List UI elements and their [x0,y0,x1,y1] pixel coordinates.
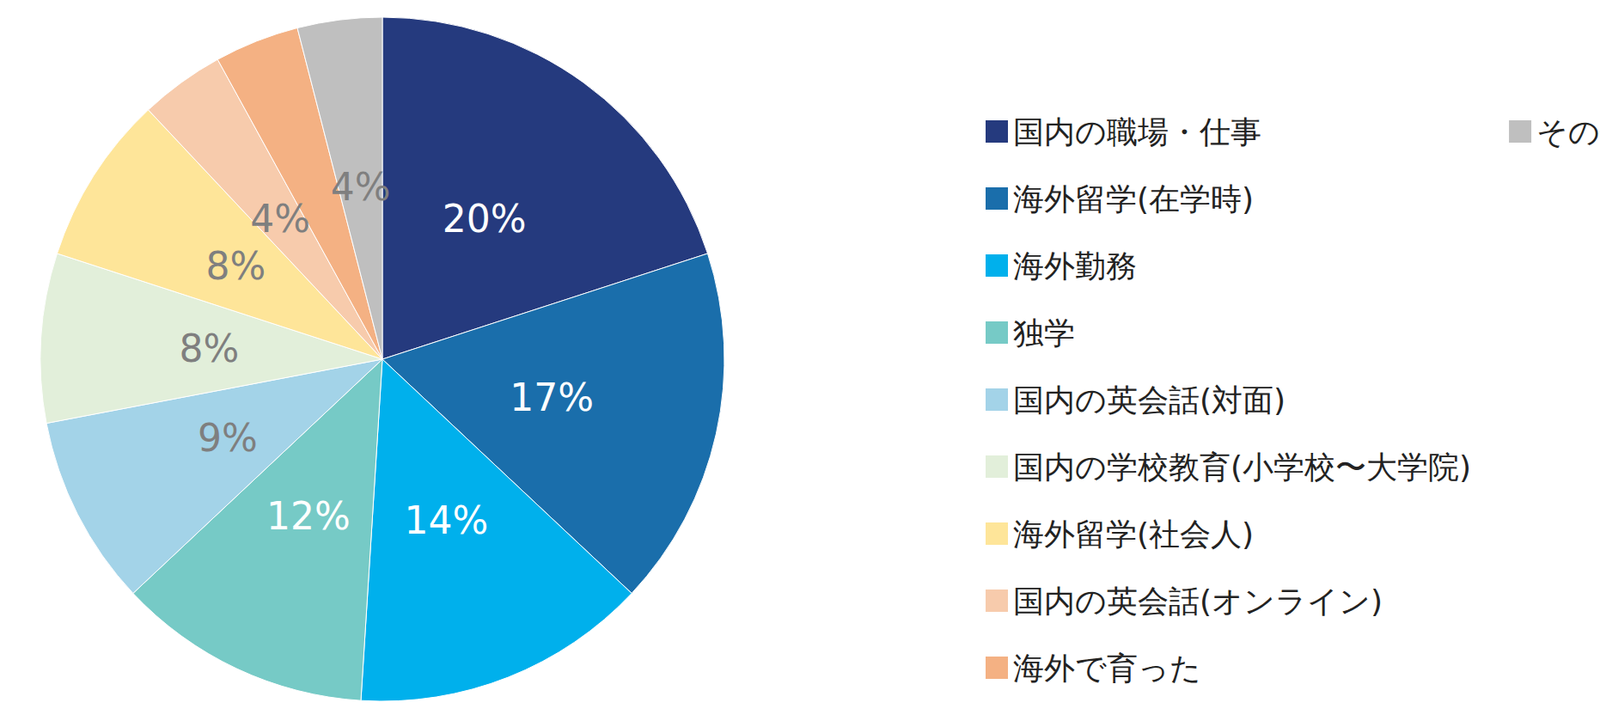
svg-text:8%: 8% [206,244,267,288]
svg-text:20%: 20% [442,196,527,241]
svg-text:9%: 9% [197,415,258,460]
svg-text:国内の学校教育(小学校〜大学院): 国内の学校教育(小学校〜大学院) [1013,449,1472,485]
svg-text:17%: 17% [509,375,594,420]
svg-text:海外で育った: 海外で育った [1013,650,1202,686]
svg-text:海外留学(社会人): 海外留学(社会人) [1013,516,1254,552]
svg-text:国内の英会話(オンライン): 国内の英会話(オンライン) [1013,583,1383,619]
svg-text:4%: 4% [330,164,391,209]
svg-text:国内の職場・仕事: 国内の職場・仕事 [1013,114,1262,150]
svg-text:4%: 4% [250,196,311,241]
svg-text:国内の英会話(対面): 国内の英会話(対面) [1013,382,1286,418]
svg-text:14%: 14% [403,498,489,543]
svg-text:海外勤務: 海外勤務 [1013,248,1137,284]
svg-text:8%: 8% [178,326,239,371]
svg-text:12%: 12% [266,494,351,538]
svg-text:その他: その他 [1536,114,1600,150]
svg-text:独学: 独学 [1013,315,1075,351]
svg-text:海外留学(在学時): 海外留学(在学時) [1013,181,1254,217]
